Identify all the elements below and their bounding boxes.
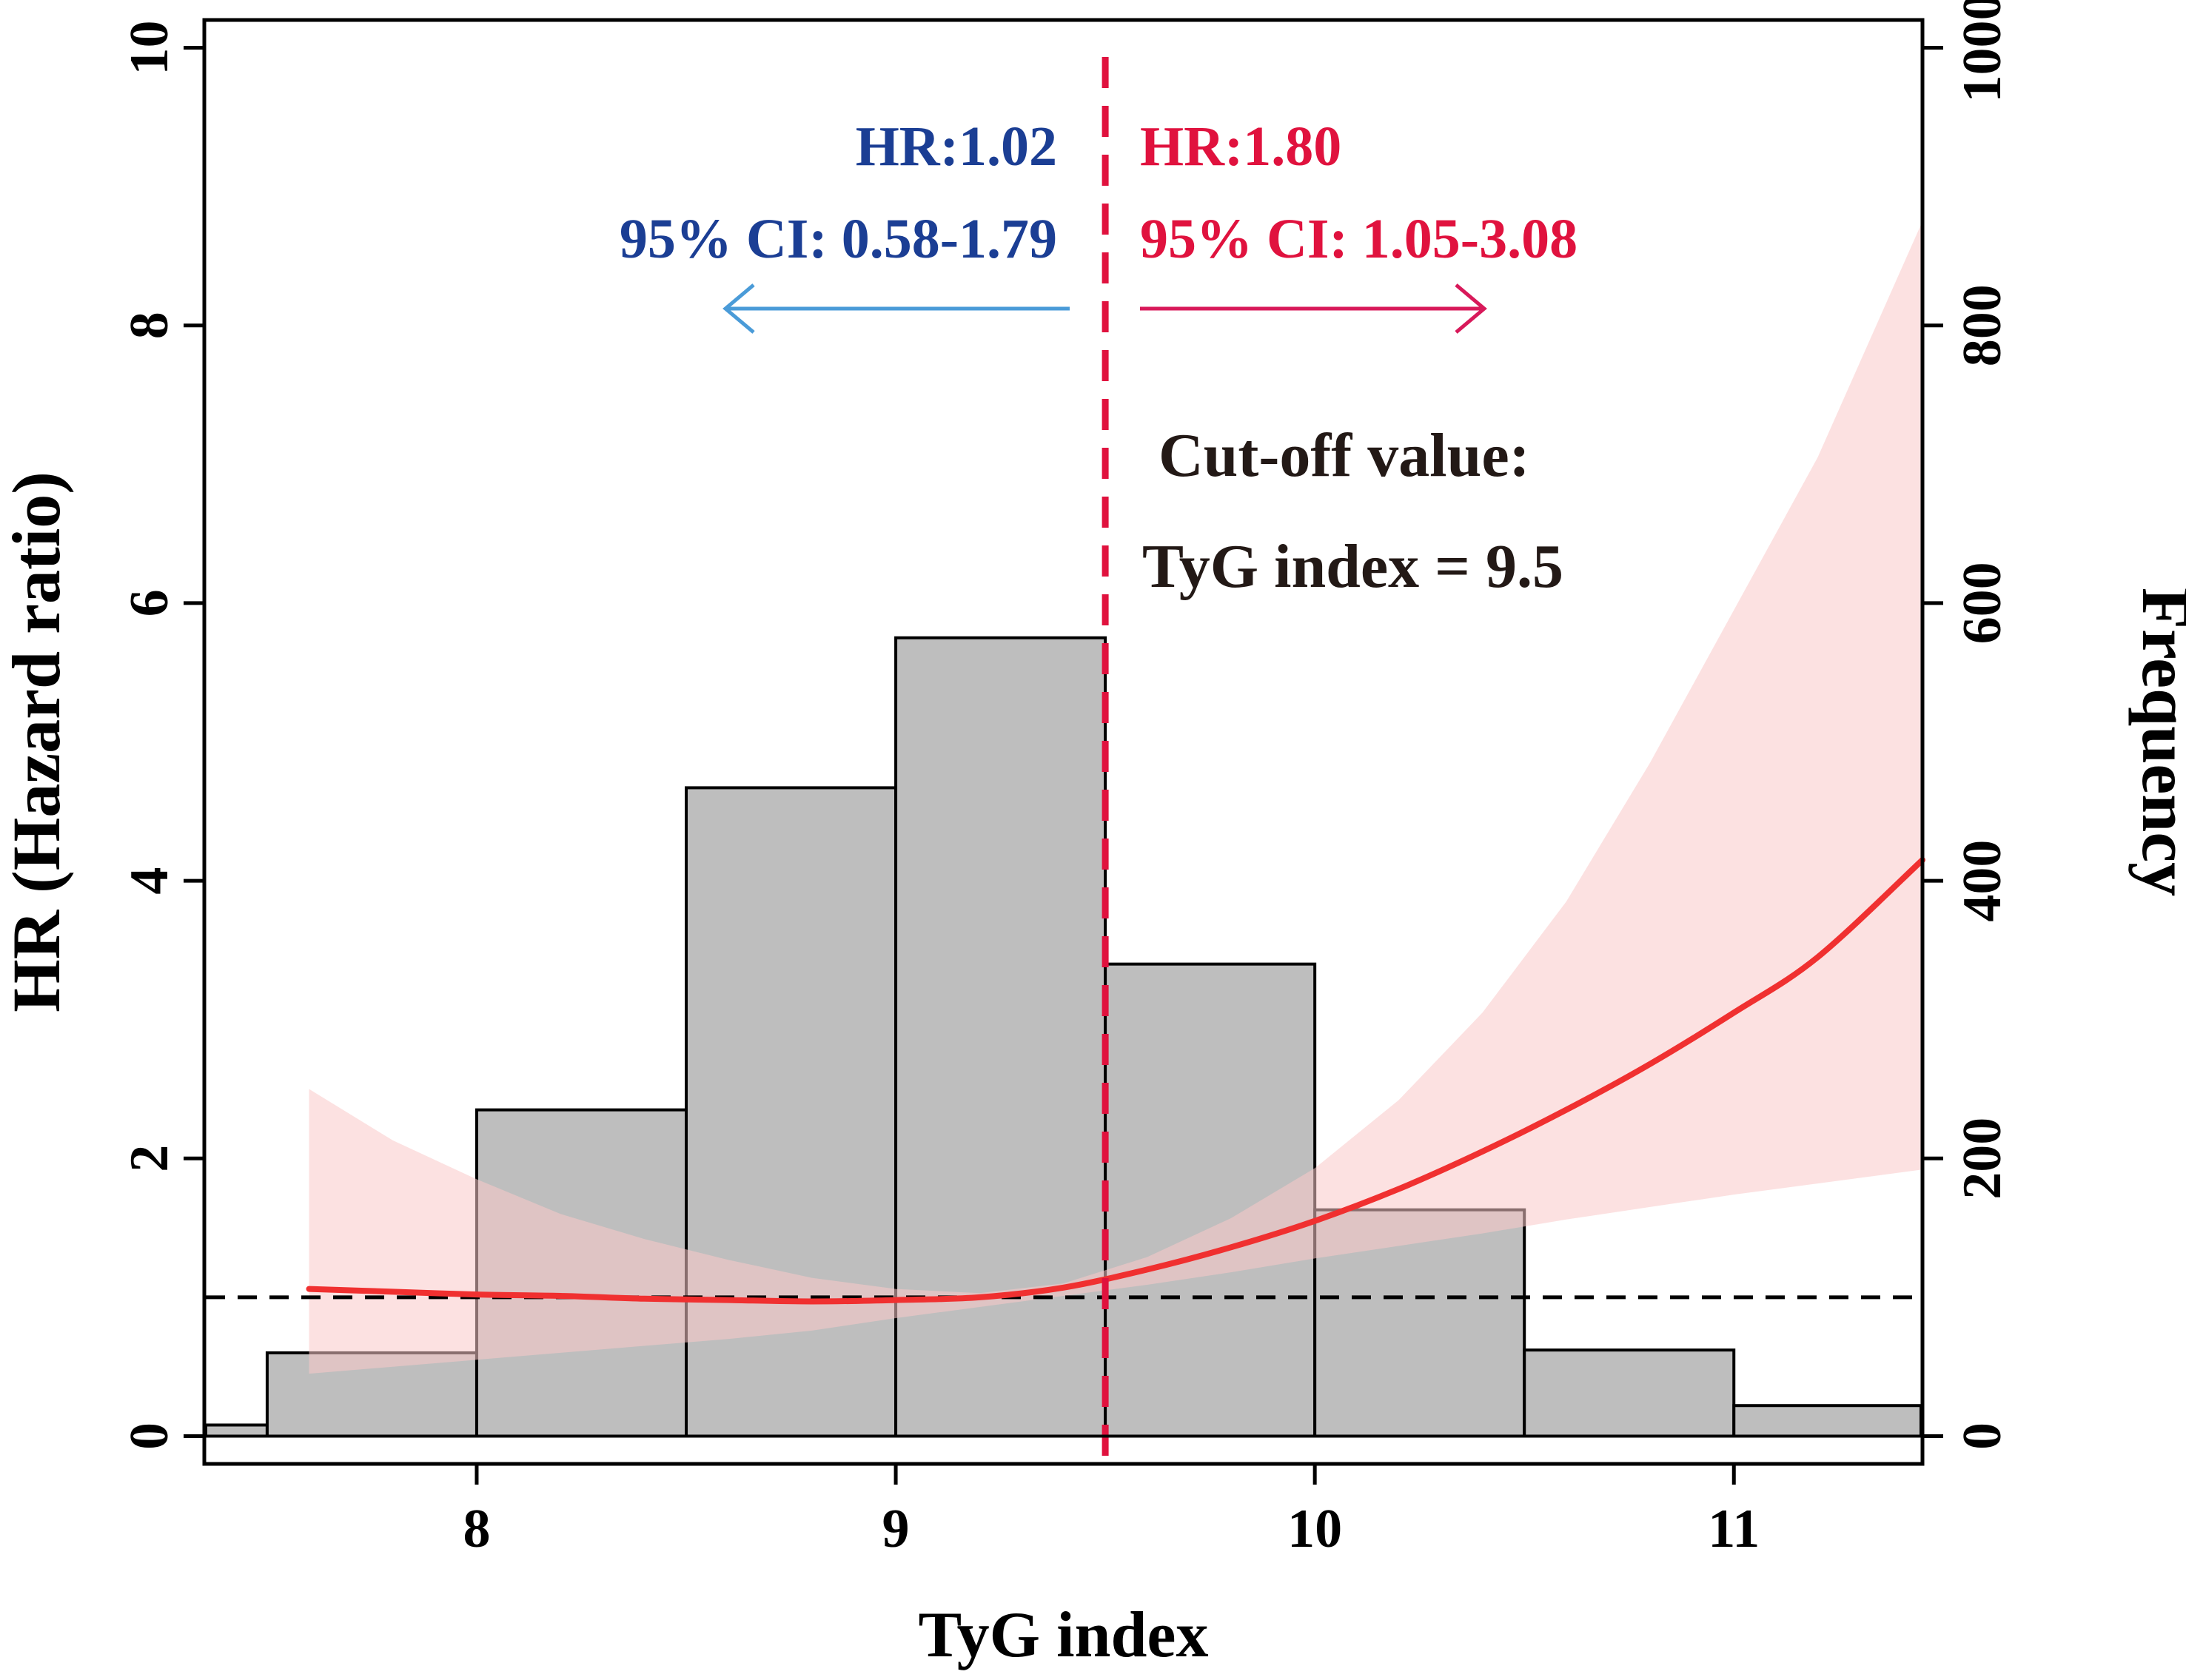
- cutoff-title: Cut-off value:: [1159, 421, 1530, 490]
- confidence-band: [309, 221, 1922, 1374]
- x-tick-label: 9: [882, 1499, 910, 1559]
- right-ci-label: 95% CI: 1.05-3.08: [1140, 208, 1578, 270]
- y2-tick-label: 1000: [1952, 0, 2013, 103]
- y-tick-label: 4: [119, 867, 180, 895]
- y2-tick-label: 800: [1952, 284, 2013, 366]
- y-tick-label: 10: [119, 21, 180, 75]
- histogram-bar: [894, 636, 1107, 1438]
- left-arrowhead: [722, 283, 755, 334]
- x-tick-label: 8: [463, 1499, 490, 1559]
- hr-curve-layer: [306, 857, 1925, 1305]
- y-tick-label: 8: [119, 312, 180, 339]
- right-hr-label: HR:1.80: [1140, 115, 1341, 178]
- y-tick-label: 0: [119, 1422, 180, 1450]
- y2-tick-label: 600: [1952, 562, 2013, 644]
- y-tick-label: 6: [119, 589, 180, 616]
- left-hr-label: HR:1.02: [856, 115, 1057, 178]
- left-ci-label: 95% CI: 0.58-1.79: [620, 208, 1057, 270]
- histogram-bar: [204, 1423, 269, 1438]
- axes: [184, 18, 1943, 1485]
- cutoff-value: TyG index = 9.5: [1142, 532, 1563, 601]
- y-tick-label: 2: [119, 1145, 180, 1172]
- x-tick-label: 11: [1708, 1499, 1760, 1559]
- right-arrowhead: [1455, 283, 1487, 334]
- histogram-bar: [1732, 1404, 1922, 1438]
- histogram-bar: [1523, 1348, 1736, 1438]
- x-tick-label: 10: [1287, 1499, 1342, 1559]
- y2-tick-label: 400: [1952, 840, 2013, 922]
- y2-axis-title: Frequency: [2128, 588, 2186, 896]
- hr-curve: [306, 857, 1925, 1305]
- y2-tick-label: 0: [1952, 1422, 2013, 1450]
- confidence-band-area: [309, 221, 1922, 1374]
- y2-tick-label: 200: [1952, 1118, 2013, 1200]
- y-axis-title: HR (Hazard ratio): [0, 471, 74, 1012]
- plot-frame: [202, 18, 1925, 1466]
- x-axis-title: TyG index: [918, 1599, 1208, 1671]
